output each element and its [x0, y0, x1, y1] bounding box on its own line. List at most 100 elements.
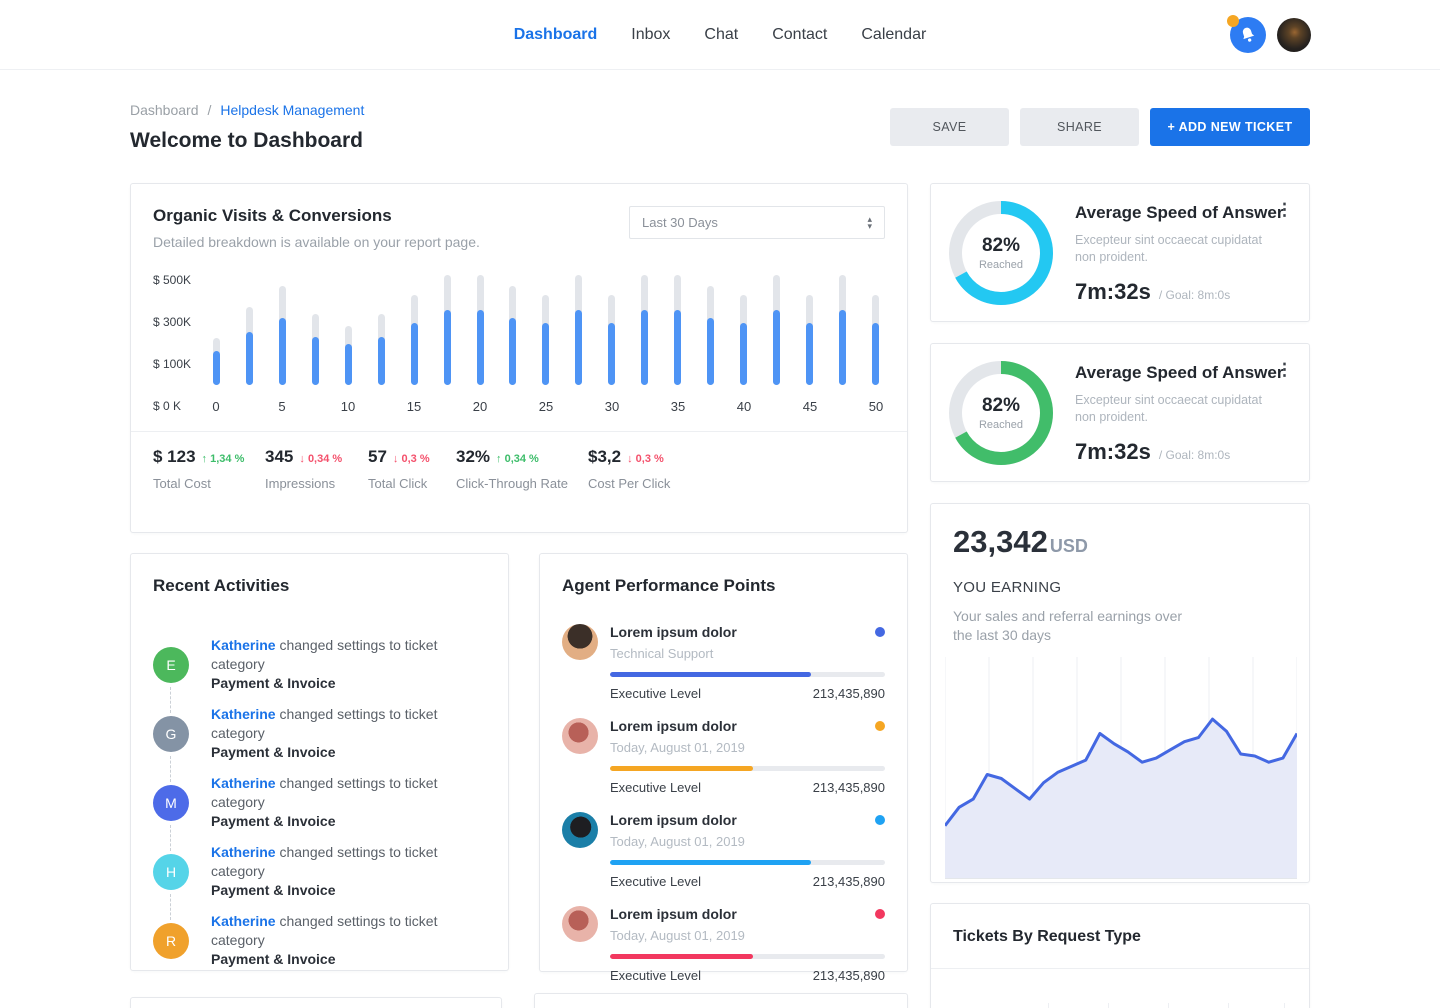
nav-item-inbox[interactable]: Inbox — [631, 25, 671, 43]
answer-goal: / Goal: 8m:0s — [1158, 288, 1231, 302]
add-new-ticket-button[interactable]: + ADD NEW TICKET — [1150, 108, 1310, 146]
breadcrumb: Dashboard / Helpdesk Management — [130, 102, 364, 118]
activity-user-link[interactable]: Katherine — [211, 637, 276, 653]
organic-card-title: Organic Visits & Conversions — [153, 206, 392, 225]
activity-user-link[interactable]: Katherine — [211, 706, 276, 722]
activity-item: R Katherine changed settings to ticket c… — [153, 906, 486, 975]
notification-badge — [1227, 15, 1239, 27]
status-dot — [875, 721, 885, 731]
bell-icon — [1242, 27, 1255, 42]
avatar: R — [153, 922, 189, 959]
nav-item-dashboard[interactable]: Dashboard — [513, 25, 598, 43]
partial-card — [130, 997, 503, 1008]
stat-total-cost: $ 123 ↑ 1,34 % Total Cost — [153, 447, 245, 491]
top-navigation-bar: Dashboard Inbox Chat Contact Calendar — [0, 0, 1440, 70]
avatar — [561, 812, 598, 848]
trend-up-icon: ↑ 1,34 % — [201, 453, 245, 465]
agent-item: Lorem ipsum dolor Today, August 01, 2019… — [561, 812, 885, 889]
timeline-connector — [170, 824, 171, 851]
kpi-stats-row: $ 123 ↑ 1,34 % Total Cost 345 ↓ 0,34 % I… — [153, 432, 885, 491]
progress-bar — [609, 672, 885, 677]
breadcrumb-separator: / — [207, 102, 212, 118]
progress-bar — [609, 860, 885, 865]
main-nav: Dashboard Inbox Chat Contact Calendar — [514, 26, 927, 44]
kebab-menu-icon[interactable]: ⋮ — [1276, 360, 1293, 379]
timeline-connector — [170, 686, 171, 713]
trend-down-icon: ↓ 0,3 % — [627, 453, 664, 465]
earnings-amount: 23,342 — [953, 524, 1048, 559]
kebab-menu-icon[interactable]: ⋮ — [1276, 200, 1293, 219]
speed-card-title: Average Speed of Answer — [1075, 363, 1284, 382]
earnings-area-chart — [943, 657, 1299, 884]
activity-user-link[interactable]: Katherine — [211, 913, 276, 929]
recent-activities-title: Recent Activities — [153, 576, 290, 595]
breadcrumb-dashboard[interactable]: Dashboard — [130, 102, 199, 118]
page-title: Welcome to Dashboard — [130, 129, 363, 152]
stat-cost-per-click: $3,2 ↓ 0,3 % Cost Per Click — [588, 447, 671, 491]
trend-down-icon: ↓ 0,34 % — [299, 453, 343, 465]
bar-chart-y-axis: $ 500K $ 300K $ 100K — [153, 273, 192, 371]
trend-down-icon: ↓ 0,3 % — [392, 453, 430, 465]
speed-card-title: Average Speed of Answer — [1075, 203, 1284, 222]
stats-divider — [131, 431, 907, 432]
activity-list: E Katherine changed settings to ticket c… — [153, 630, 486, 975]
avatar — [561, 906, 598, 942]
tickets-card-title: Tickets By Request Type — [953, 928, 1141, 945]
activity-item: H Katherine changed settings to ticket c… — [153, 837, 486, 920]
timeline-connector — [170, 893, 171, 920]
agent-item: Lorem ipsum dolor Technical Support Exec… — [561, 624, 885, 701]
save-button[interactable]: SAVE — [890, 108, 1009, 146]
date-range-value: Last 30 Days — [642, 215, 718, 230]
bar-chart-x-axis: $ 0 K 0 5 10 15 20 25 30 35 40 45 50 — [153, 399, 884, 414]
agent-list: Lorem ipsum dolor Technical Support Exec… — [561, 624, 885, 983]
earnings-currency: USD — [1049, 536, 1088, 556]
stat-total-click: 57 ↓ 0,3 % Total Click — [368, 447, 430, 491]
speed-card-description: Excepteur sint occaecat cupidatat non pr… — [1075, 393, 1262, 424]
agent-item: Lorem ipsum dolor Today, August 01, 2019… — [561, 906, 885, 983]
trend-up-icon: ↑ 0,34 % — [496, 453, 539, 465]
organic-card-subtitle: Detailed breakdown is available on your … — [153, 234, 480, 250]
earnings-description: Your sales and referral earnings over th… — [953, 608, 1183, 643]
nav-item-chat[interactable]: Chat — [704, 25, 739, 43]
recent-activities-card: Recent Activities E Katherine changed se… — [130, 553, 509, 971]
avatar: G — [153, 715, 189, 752]
donut-chart: 82% Reached — [949, 201, 1053, 305]
agent-performance-card: Agent Performance Points Lorem ipsum dol… — [538, 553, 908, 983]
avg-speed-card-1: 82% Reached Average Speed of Answer ⋮ Ex… — [930, 183, 1310, 322]
select-arrows-icon: ▴ ▾ — [867, 213, 872, 231]
tickets-chart-area — [953, 1003, 1287, 1008]
activity-user-link[interactable]: Katherine — [211, 775, 276, 791]
avatar: E — [153, 646, 189, 683]
activity-user-link[interactable]: Katherine — [211, 844, 276, 860]
avatar — [561, 718, 598, 754]
nav-item-contact[interactable]: Contact — [772, 25, 828, 43]
user-avatar[interactable] — [1277, 18, 1311, 52]
avatar: M — [153, 784, 189, 821]
agent-performance-title: Agent Performance Points — [561, 576, 776, 595]
organic-visits-card: Organic Visits & Conversions Detailed br… — [130, 183, 908, 533]
donut-chart: 82% Reached — [949, 361, 1053, 465]
answer-goal: / Goal: 8m:0s — [1158, 448, 1231, 462]
notifications-button[interactable] — [1227, 15, 1266, 53]
avatar — [561, 624, 598, 660]
nav-item-calendar[interactable]: Calendar — [861, 25, 927, 43]
earnings-label: YOU EARNING — [953, 579, 1062, 596]
agent-item: Lorem ipsum dolor Today, August 01, 2019… — [561, 718, 885, 795]
breadcrumb-helpdesk[interactable]: Helpdesk Management — [220, 102, 365, 118]
share-button[interactable]: SHARE — [1020, 108, 1139, 146]
status-dot — [875, 627, 885, 637]
partial-card — [534, 993, 908, 1008]
answer-time: 7m:32s — [1075, 439, 1151, 464]
activity-item: M Katherine changed settings to ticket c… — [153, 768, 486, 851]
answer-time: 7m:32s — [1075, 279, 1151, 304]
stat-ctr: 32% ↑ 0,34 % Click-Through Rate — [456, 447, 568, 491]
stat-impressions: 345 ↓ 0,34 % Impressions — [265, 447, 343, 491]
activity-item: G Katherine changed settings to ticket c… — [153, 699, 486, 782]
organic-bar-plot — [207, 272, 885, 385]
status-dot — [875, 815, 885, 825]
date-range-select[interactable]: Last 30 Days ▴ ▾ — [629, 206, 885, 239]
avg-speed-card-2: 82% Reached Average Speed of Answer ⋮ Ex… — [930, 343, 1310, 482]
status-dot — [875, 909, 885, 919]
speed-card-description: Excepteur sint occaecat cupidatat non pr… — [1075, 233, 1262, 264]
divider — [931, 968, 1309, 969]
